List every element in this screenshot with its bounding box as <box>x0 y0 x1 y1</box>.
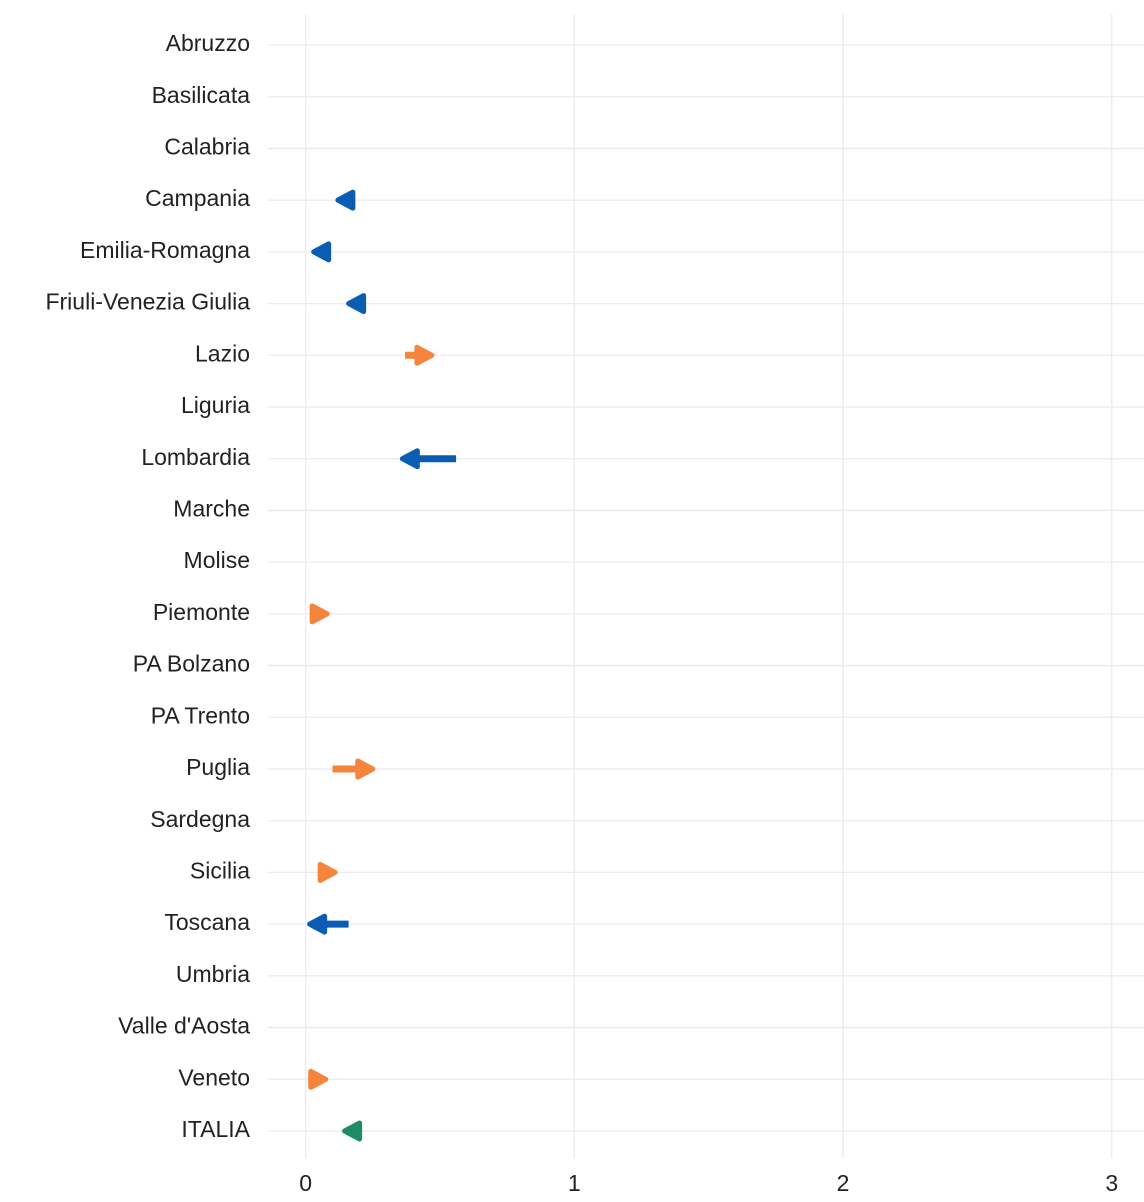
y-tick-label: ITALIA <box>181 1116 250 1142</box>
arrow-head <box>311 241 332 263</box>
y-tick-label: Emilia-Romagna <box>80 237 250 263</box>
arrow-head <box>335 189 356 211</box>
arrow-head <box>399 448 420 470</box>
y-tick-label: PA Bolzano <box>133 651 250 677</box>
y-tick-label: Lazio <box>195 340 250 366</box>
x-tick-label: 0 <box>299 1170 312 1196</box>
y-tick-label: Toscana <box>164 909 250 935</box>
y-tick-label: Sardegna <box>150 806 250 832</box>
y-tick-label: Friuli-Venezia Giulia <box>45 289 250 315</box>
arrow-head <box>307 913 328 935</box>
x-tick-label: 1 <box>568 1170 581 1196</box>
y-tick-label: Campania <box>145 185 250 211</box>
y-tick-label: Calabria <box>164 134 250 160</box>
arrow-head <box>317 861 338 883</box>
y-tick-label: Abruzzo <box>166 30 250 56</box>
y-tick-label: Puglia <box>186 754 250 780</box>
arrow-head <box>346 293 367 315</box>
y-tick-label: Lombardia <box>141 444 250 470</box>
y-tick-label: PA Trento <box>151 702 250 728</box>
y-tick-label: Basilicata <box>152 82 251 108</box>
y-tick-label: Molise <box>184 547 250 573</box>
y-tick-label: Umbria <box>176 961 250 987</box>
y-tick-label: Liguria <box>181 392 250 418</box>
x-tick-label: 3 <box>1105 1170 1118 1196</box>
arrow-head <box>414 344 435 366</box>
arrow-head <box>342 1120 363 1142</box>
x-tick-label: 2 <box>837 1170 850 1196</box>
y-tick-label: Sicilia <box>190 858 250 884</box>
y-tick-label: Piemonte <box>153 599 250 625</box>
arrow-head <box>355 758 376 780</box>
arrow-head <box>308 1068 329 1090</box>
y-tick-label: Valle d'Aosta <box>118 1013 250 1039</box>
arrow-head <box>309 603 330 625</box>
y-tick-label: Marche <box>173 496 250 522</box>
y-tick-label: Veneto <box>178 1064 250 1090</box>
